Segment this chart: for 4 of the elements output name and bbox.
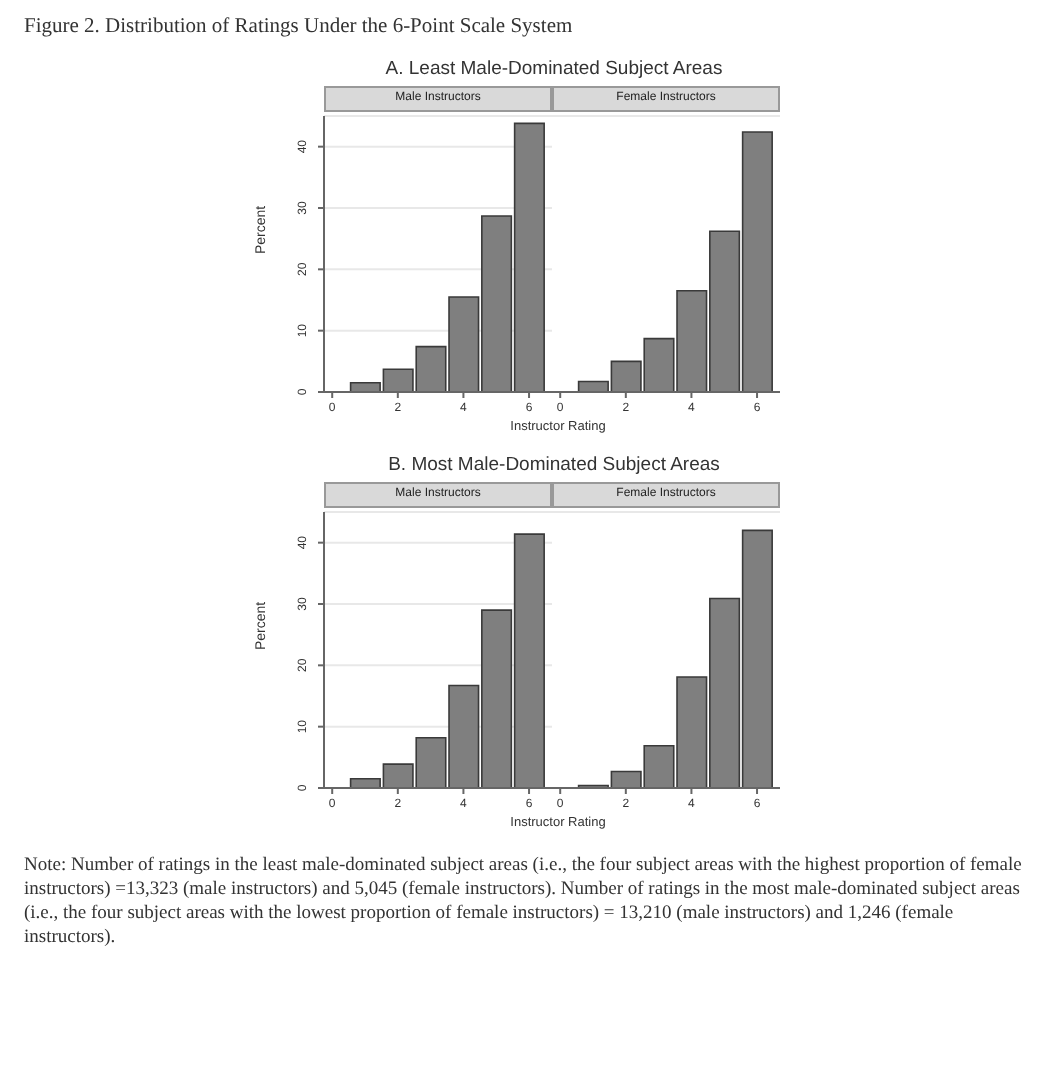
text: Note: Number of ratings in the least male-dominated subject areas (i.e., the four subject areas with the highest proportion of female instructors) =13,323 (male instructors) and 5,045 (female instructors). Number of ratings in the most male-dominated subject areas (i.e., the four subject areas with the lowest proportion of female instructors) = 13,210 (male instructors) and 1,246 (female instructors). — [24, 854, 1024, 950]
text: B. Most Male-Dominated Subject Areas — [386, 454, 722, 476]
caption: Figure 2. Distribution of Ratings Under the 6-Point Scale System — [24, 16, 575, 38]
text: A. Least Male-Dominated Subject Areas — [383, 58, 725, 80]
